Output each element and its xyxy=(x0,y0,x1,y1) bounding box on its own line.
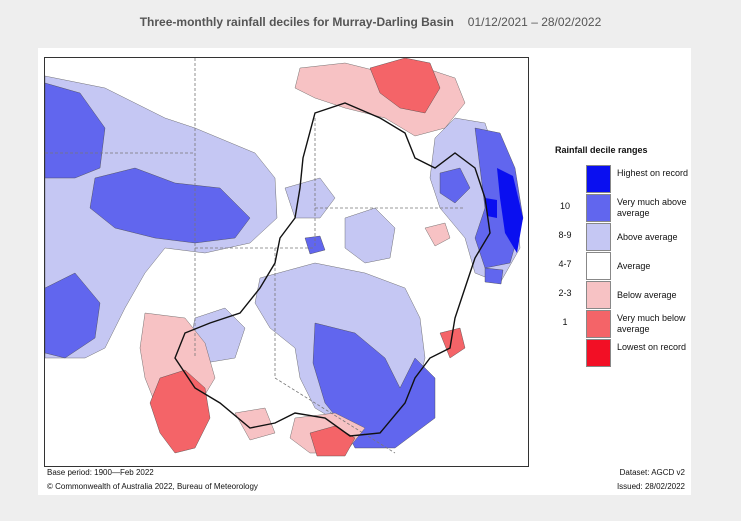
dataset-label: Dataset: AGCD v2 xyxy=(619,468,685,477)
state-borders xyxy=(45,58,465,454)
legend-code: 4-7 xyxy=(558,259,572,269)
legend-label: Below average xyxy=(617,290,677,300)
legend-code: 1 xyxy=(562,317,568,327)
legend-label: Lowest on record xyxy=(617,342,687,352)
legend-row-average: 4-7 Average xyxy=(547,252,697,280)
legend-row-lowest: Lowest on record xyxy=(547,339,697,367)
legend-code: 2-3 xyxy=(558,288,572,298)
legend-swatch xyxy=(586,165,611,193)
issued-date: Issued: 28/02/2022 xyxy=(616,482,685,491)
legend-code: 10 xyxy=(559,201,570,211)
legend-swatch xyxy=(586,339,611,367)
legend-swatch xyxy=(586,252,611,280)
map-svg xyxy=(45,58,528,466)
legend-row-below: 2-3 Below average xyxy=(547,281,697,309)
legend-label: Very much below average xyxy=(617,313,686,334)
legend-swatch xyxy=(586,194,611,222)
copyright: © Commonwealth of Australia 2022, Bureau… xyxy=(47,482,258,491)
highest-on-record-regions xyxy=(485,168,523,253)
legend-swatch xyxy=(586,281,611,309)
rainfall-map xyxy=(44,57,529,467)
legend-title: Rainfall decile ranges xyxy=(555,145,648,155)
base-period: Base period: 1900—Feb 2022 xyxy=(47,468,154,477)
legend-swatch xyxy=(586,310,611,338)
basin-outline xyxy=(174,102,491,437)
legend-row-highest: Highest on record xyxy=(547,165,697,193)
legend-row-very-much-below: 1 Very much below average xyxy=(547,310,697,338)
very-much-below-regions xyxy=(149,58,466,457)
legend-label: Very much above average xyxy=(617,197,687,218)
legend-code: 8-9 xyxy=(558,230,572,240)
map-title: Three-monthly rainfall deciles for Murra… xyxy=(139,15,454,29)
legend-swatch xyxy=(586,223,611,251)
legend-label: Highest on record xyxy=(617,168,689,178)
legend-label: Average xyxy=(617,261,651,271)
map-panel: Rainfall decile ranges Highest on record… xyxy=(38,48,691,495)
legend-label: Above average xyxy=(617,232,678,242)
map-period: 01/12/2021 – 28/02/2022 xyxy=(467,15,602,29)
legend-row-very-much-above: 10 Very much above average xyxy=(547,194,697,222)
legend-row-above: 8-9 Above average xyxy=(547,223,697,251)
title-bar: Three-monthly rainfall deciles for Murra… xyxy=(0,0,741,44)
legend: Rainfall decile ranges Highest on record… xyxy=(547,138,697,388)
